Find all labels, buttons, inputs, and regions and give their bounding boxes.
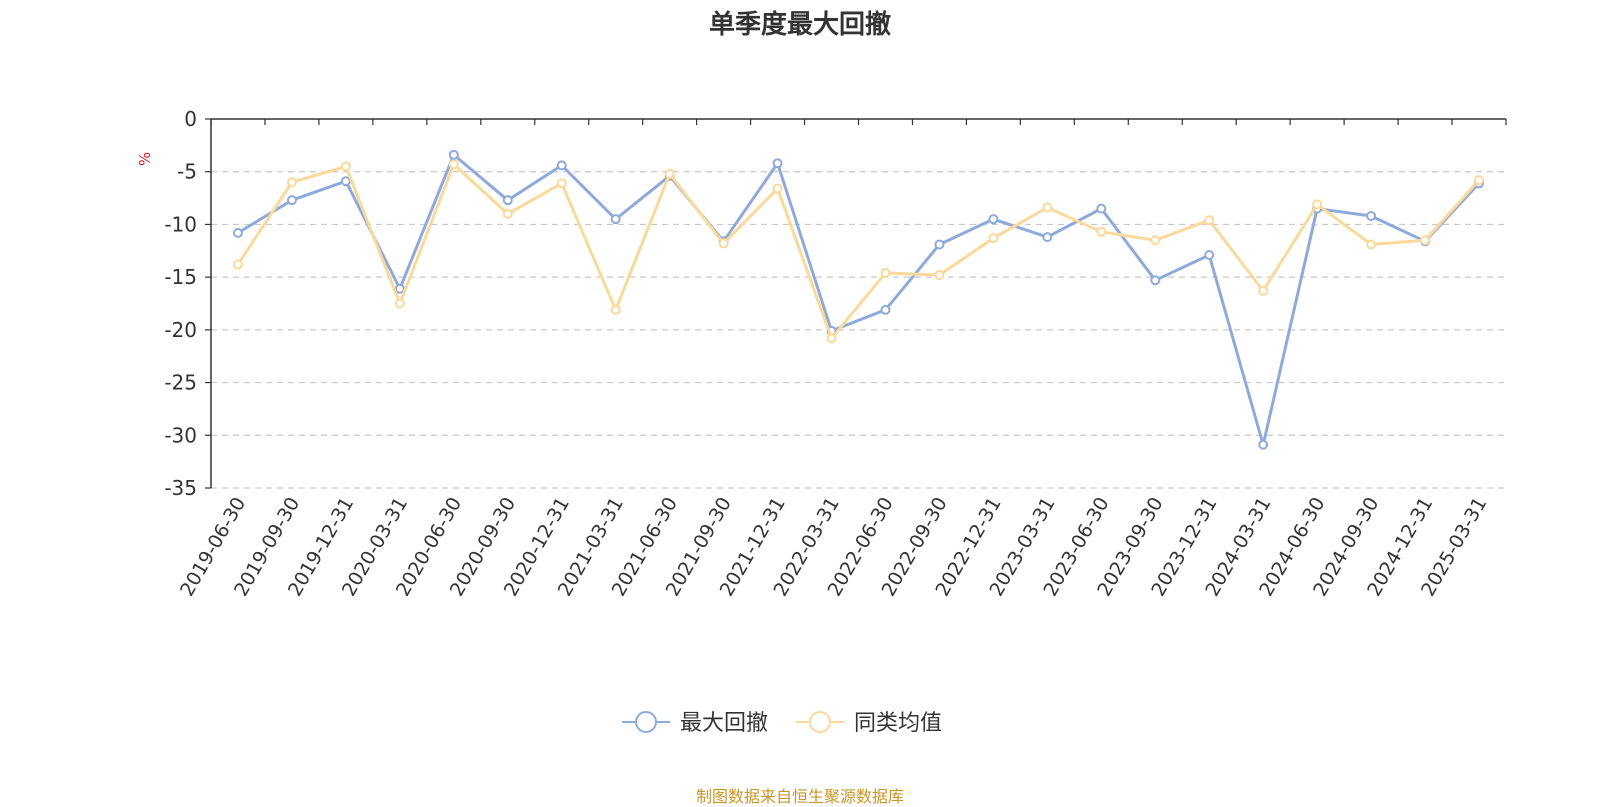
y-tick-label: -30 — [164, 423, 197, 447]
data-point — [718, 238, 729, 249]
data-point — [448, 149, 459, 160]
data-point — [988, 233, 999, 244]
data-point — [880, 267, 891, 278]
legend-marker-1 — [809, 711, 831, 733]
y-tick-label: -5 — [177, 160, 197, 184]
data-point — [394, 298, 405, 309]
data-point — [556, 178, 567, 189]
y-tick-label: -20 — [164, 318, 197, 342]
data-point — [934, 239, 945, 250]
y-axis-unit: % — [136, 152, 154, 166]
data-point — [934, 270, 945, 281]
data-point — [1150, 235, 1161, 246]
data-point — [502, 208, 513, 219]
data-point — [502, 195, 513, 206]
source-note: 制图数据来自恒生聚源数据库 — [695, 787, 904, 806]
y-tick-label: -25 — [164, 371, 197, 395]
data-point — [286, 195, 297, 206]
data-point — [1258, 439, 1269, 450]
data-point — [1366, 239, 1377, 250]
data-point — [664, 168, 675, 179]
legend-marker-0 — [635, 711, 657, 733]
data-point — [394, 283, 405, 294]
data-point — [1042, 202, 1053, 213]
data-point — [610, 304, 621, 315]
legend-label-1: 同类均值 — [854, 711, 942, 736]
data-point — [1042, 232, 1053, 243]
data-point — [1258, 285, 1269, 296]
y-tick-label: -10 — [164, 212, 197, 236]
chart-title: 单季度最大回撤 — [708, 10, 891, 40]
series-line-0 — [237, 153, 1481, 447]
legend-label-0: 最大回撤 — [680, 711, 768, 736]
data-point — [1366, 210, 1377, 221]
y-tick-label: -15 — [164, 265, 197, 289]
series-line-1 — [236, 162, 1481, 340]
data-point — [610, 214, 621, 225]
data-point — [1420, 235, 1431, 246]
data-point — [826, 333, 837, 344]
data-point — [988, 214, 999, 225]
y-tick-label: -35 — [164, 476, 197, 500]
data-point — [1150, 275, 1161, 286]
data-point — [1474, 175, 1485, 186]
data-point — [1204, 250, 1215, 261]
data-point — [1096, 203, 1107, 214]
data-point — [1312, 199, 1323, 210]
data-point — [772, 183, 783, 194]
data-point — [340, 161, 351, 172]
data-point — [772, 158, 783, 169]
data-point — [1096, 226, 1107, 237]
data-point — [286, 177, 297, 188]
data-point — [340, 176, 351, 187]
data-point — [232, 227, 243, 238]
data-point — [556, 160, 567, 171]
data-point — [448, 159, 459, 170]
data-point — [232, 259, 243, 270]
y-tick-label: 0 — [184, 107, 197, 131]
data-point — [880, 304, 891, 315]
data-point — [1204, 215, 1215, 226]
